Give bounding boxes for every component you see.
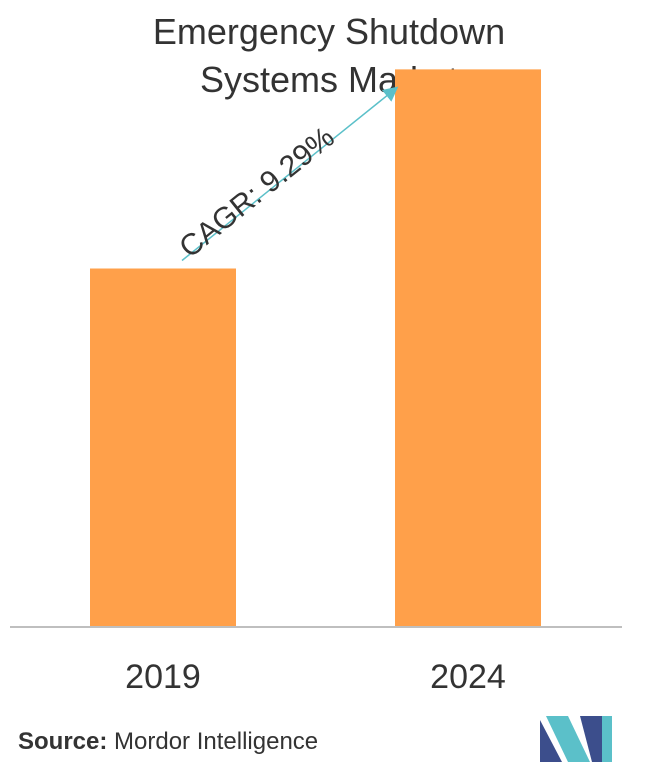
source-note: Source: Mordor Intelligence — [18, 728, 318, 756]
source-text: Mordor Intelligence — [114, 728, 319, 755]
x-tick-label-2024: 2024 — [430, 658, 506, 696]
x-tick-label-2019: 2019 — [125, 658, 201, 696]
source-label: Source: — [18, 728, 108, 755]
chart-title-line-1: Emergency Shutdown — [152, 11, 506, 52]
cagr-arrow — [181, 86, 399, 262]
bar-2019 — [90, 268, 236, 626]
bar-chart: 2019 2024 CAGR: 9.29% — [10, 69, 622, 696]
mordor-intelligence-logo-icon — [540, 716, 612, 762]
bar-2024 — [395, 69, 541, 626]
cagr-label: CAGR: 9.29% — [173, 121, 341, 265]
